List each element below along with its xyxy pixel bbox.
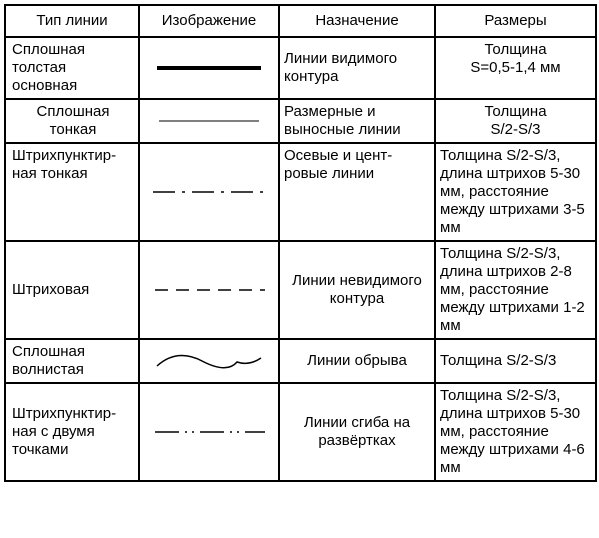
cell-image [139, 99, 279, 143]
cell-type: Штрихпунктир-ная тонкая [5, 143, 139, 241]
table-row: Штриховая Линии невидимого контура Толщи… [5, 241, 596, 339]
col-header-purpose: Назначение [279, 5, 435, 37]
line-solid-thick-icon [149, 58, 269, 78]
cell-purpose: Линии невидимого контура [279, 241, 435, 339]
cell-dimensions: Толщина S/2-S/3 [435, 99, 596, 143]
cell-image [139, 383, 279, 481]
cell-dimensions: Толщина S/2-S/3, длина штрихов 5-30 мм, … [435, 383, 596, 481]
cell-dimensions: Толщина S/2-S/3 [435, 339, 596, 383]
table-row: Штрихпунктир-ная тонкая Осевые и цент-ро… [5, 143, 596, 241]
cell-dimensions: Толщина S=0,5-1,4 мм [435, 37, 596, 99]
table-header-row: Тип линии Изображение Назначение Размеры [5, 5, 596, 37]
line-wavy-icon [147, 346, 271, 376]
line-solid-thin-icon [149, 111, 269, 131]
table-row: Сплошная тонкая Размерные и выносные лин… [5, 99, 596, 143]
cell-type: Сплошная толстая основная [5, 37, 139, 99]
cell-dimensions: Толщина S/2-S/3, длина штрихов 5-30 мм, … [435, 143, 596, 241]
cell-type: Штрихпунктир-ная с двумя точками [5, 383, 139, 481]
cell-purpose: Осевые и цент-ровые линии [279, 143, 435, 241]
table-row: Сплошная волнистая Линии обрыва Толщина … [5, 339, 596, 383]
col-header-image: Изображение [139, 5, 279, 37]
col-header-dimensions: Размеры [435, 5, 596, 37]
cell-image [139, 143, 279, 241]
cell-type: Штриховая [5, 241, 139, 339]
line-dashdot-icon [147, 182, 271, 202]
cell-type: Сплошная волнистая [5, 339, 139, 383]
cell-dimensions: Толщина S/2-S/3, длина штрихов 2-8 мм, р… [435, 241, 596, 339]
cell-purpose: Линии обрыва [279, 339, 435, 383]
line-types-table: Тип линии Изображение Назначение Размеры… [4, 4, 597, 482]
cell-image [139, 37, 279, 99]
cell-image [139, 339, 279, 383]
cell-purpose: Размерные и выносные линии [279, 99, 435, 143]
cell-type: Сплошная тонкая [5, 99, 139, 143]
table-row: Штрихпунктир-ная с двумя точками Линии с… [5, 383, 596, 481]
cell-purpose: Линии видимого контура [279, 37, 435, 99]
cell-purpose: Линии сгиба на развёртках [279, 383, 435, 481]
cell-image [139, 241, 279, 339]
col-header-type: Тип линии [5, 5, 139, 37]
line-dashdotdot-icon [147, 422, 271, 442]
table-row: Сплошная толстая основная Линии видимого… [5, 37, 596, 99]
line-dashed-icon [147, 280, 271, 300]
